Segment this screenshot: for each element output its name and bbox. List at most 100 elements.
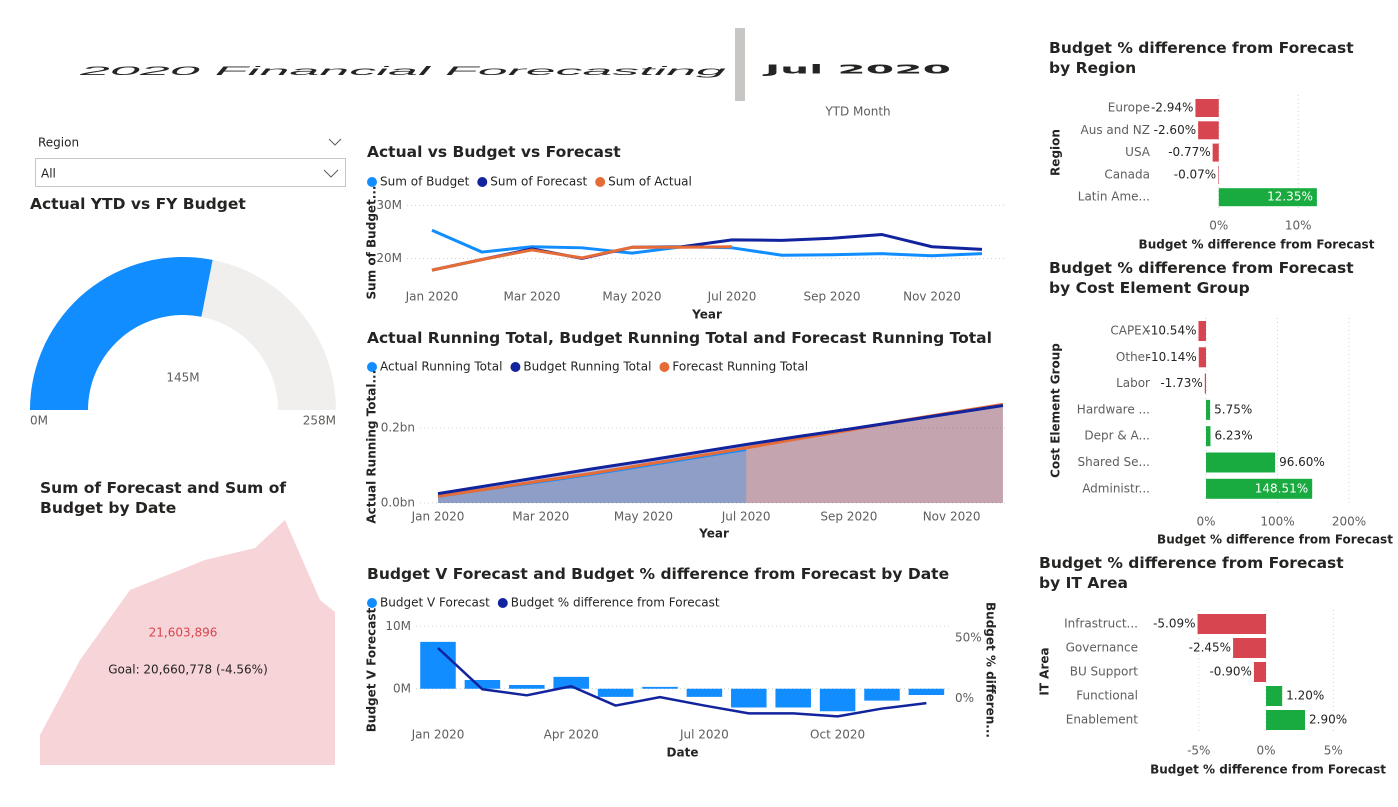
title-divider bbox=[735, 28, 745, 101]
x-tick-label: Nov 2020 bbox=[903, 290, 961, 304]
legend-label: Budget Running Total bbox=[523, 360, 651, 374]
gauge-min-label: 0M bbox=[30, 414, 48, 428]
legend-label: Budget % difference from Forecast bbox=[511, 596, 720, 610]
kpi-value: 21,603,896 bbox=[149, 626, 218, 640]
category-label: Depr & A... bbox=[1084, 429, 1150, 443]
x-tick-label: May 2020 bbox=[602, 290, 661, 304]
x-tick-label: Jan 2020 bbox=[411, 728, 465, 742]
bar bbox=[642, 686, 678, 689]
data-label: -1.73% bbox=[1160, 376, 1202, 390]
legend-marker bbox=[367, 598, 377, 608]
region-chart-title: Budget % difference from Forecast by Reg… bbox=[1049, 39, 1354, 77]
y-tick-label: 0.2bn bbox=[381, 421, 415, 435]
gauge-max-label: 258M bbox=[303, 414, 336, 428]
x-tick-label: -5% bbox=[1187, 744, 1210, 758]
x-tick-label: Apr 2020 bbox=[544, 728, 599, 742]
category-label: Enablement bbox=[1066, 713, 1139, 727]
y-axis-label: Sum of Budget... bbox=[365, 186, 379, 300]
x-tick-label: Mar 2020 bbox=[504, 290, 561, 304]
month-label: YTD Month bbox=[824, 105, 890, 119]
x-tick-label: 0% bbox=[1257, 744, 1276, 758]
slicer-collapse[interactable] bbox=[328, 138, 342, 146]
category-label: Other bbox=[1116, 350, 1150, 364]
legend-label: Sum of Actual bbox=[608, 175, 692, 189]
category-label: Latin Ame... bbox=[1078, 190, 1150, 204]
legend-marker bbox=[595, 177, 606, 187]
area-chart-title: Actual Running Total, Budget Running Tot… bbox=[367, 329, 992, 347]
y-axis-label: Actual Running Total... bbox=[365, 370, 379, 524]
bar bbox=[1206, 399, 1211, 420]
bar bbox=[1266, 710, 1306, 730]
legend-label: Actual Running Total bbox=[380, 360, 502, 374]
bar bbox=[1253, 662, 1267, 682]
x-tick-label: 5% bbox=[1324, 744, 1343, 758]
bar bbox=[686, 688, 723, 697]
category-label: Shared Se... bbox=[1077, 455, 1150, 469]
y-tick-label: 30M bbox=[376, 198, 402, 212]
category-label: CAPEX bbox=[1110, 324, 1150, 338]
x-tick-label: 100% bbox=[1260, 515, 1294, 529]
slicer-dropdown[interactable] bbox=[35, 158, 346, 187]
kpi-title: Sum of Forecast and Sum of Budget by Dat… bbox=[40, 479, 287, 517]
bar bbox=[597, 688, 634, 697]
legend-label: Sum of Budget bbox=[380, 175, 470, 189]
gauge-value bbox=[30, 256, 213, 410]
bar bbox=[864, 688, 900, 701]
x-tick-label: Nov 2020 bbox=[923, 510, 981, 524]
x-axis-label: Budget % difference from Forecast bbox=[1157, 533, 1393, 547]
x-tick-label: 0% bbox=[1196, 515, 1215, 529]
data-label: -0.77% bbox=[1168, 145, 1210, 159]
bar bbox=[819, 688, 856, 712]
x-tick-label: Jul 2020 bbox=[679, 728, 729, 742]
bar bbox=[1204, 373, 1207, 394]
y-tick-label: 0.0bn bbox=[381, 496, 415, 510]
series-line bbox=[437, 647, 927, 718]
bar bbox=[775, 688, 811, 708]
x-tick-label: Jul 2020 bbox=[721, 510, 771, 524]
data-label: 5.75% bbox=[1214, 402, 1252, 416]
x-tick-label: Sep 2020 bbox=[820, 510, 877, 524]
y-tick-label: 0M bbox=[393, 681, 411, 695]
kpi-trend-area bbox=[40, 520, 335, 765]
category-label: Aus and NZ bbox=[1081, 123, 1150, 137]
category-label: Functional bbox=[1076, 689, 1138, 703]
legend-marker bbox=[510, 362, 521, 372]
bar bbox=[1233, 638, 1267, 658]
slicer-value[interactable]: All bbox=[41, 167, 56, 181]
bar bbox=[1206, 478, 1313, 499]
bar bbox=[1198, 347, 1207, 368]
y2-axis-label: Budget % differen... bbox=[984, 602, 998, 738]
dropdown-chevron[interactable] bbox=[323, 169, 339, 178]
legend-label: Forecast Running Total bbox=[672, 360, 808, 374]
data-label: -10.14% bbox=[1147, 350, 1197, 364]
x-tick-label: Jul 2020 bbox=[707, 290, 757, 304]
x-tick-label: Sep 2020 bbox=[804, 290, 861, 304]
series-line bbox=[437, 404, 1004, 496]
bar bbox=[1198, 121, 1219, 140]
line-chart-title: Actual vs Budget vs Forecast bbox=[367, 143, 621, 161]
data-label: -2.60% bbox=[1154, 123, 1196, 137]
slicer-label: Region bbox=[38, 136, 79, 150]
data-label: -2.45% bbox=[1189, 641, 1231, 655]
data-label: 6.23% bbox=[1214, 429, 1252, 443]
combo-chart-title: Budget V Forecast and Budget % differenc… bbox=[367, 565, 950, 583]
bar bbox=[509, 685, 545, 689]
category-label: Administr... bbox=[1082, 481, 1150, 495]
category-label: Hardware ... bbox=[1077, 402, 1150, 416]
data-label: -0.90% bbox=[1209, 665, 1251, 679]
category-label: Canada bbox=[1104, 167, 1150, 181]
bar bbox=[1218, 188, 1317, 207]
report-title: 2020 Financial Forecasting bbox=[76, 64, 728, 78]
bar bbox=[1206, 426, 1211, 447]
bar bbox=[1198, 321, 1207, 341]
x-axis-label: Budget % difference from Forecast bbox=[1150, 763, 1386, 777]
x-tick-label: 10% bbox=[1285, 219, 1312, 233]
month-value: Jul 2020 bbox=[762, 63, 951, 77]
x-tick-label: 0% bbox=[1209, 219, 1228, 233]
legend-label: Budget V Forecast bbox=[380, 596, 490, 610]
data-label: -0.07% bbox=[1174, 167, 1216, 181]
category-label: Europe bbox=[1108, 101, 1150, 115]
x-tick-label: Oct 2020 bbox=[810, 728, 865, 742]
y-axis-label: Cost Element Group bbox=[1049, 343, 1063, 478]
